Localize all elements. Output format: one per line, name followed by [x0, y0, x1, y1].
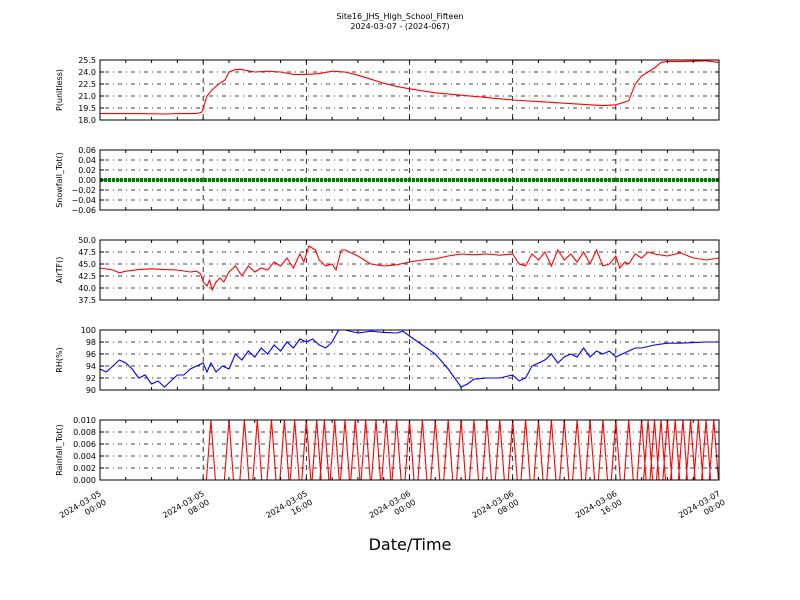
y-tick-label: 22.5 — [78, 80, 96, 89]
y-tick-label: 24.0 — [78, 68, 96, 77]
panels-group: 18.0 19.5 21.0 22.5 24.0 25.5 P(unitless) −0.06… — [55, 56, 727, 520]
chart-subtitle: 2024-03-07 - (2024-067) — [350, 22, 449, 31]
panel-2: −0.06−0.04−0.020.000.020.040.06 Snowfall_… — [55, 146, 720, 215]
chart-title: Site16_JHS_High_School_Fifteen — [337, 12, 464, 21]
panel-4: 90 92 94 96 98 100 RH(%) — [55, 326, 720, 395]
series-line — [100, 60, 720, 115]
y-tick-label: 100 — [81, 326, 96, 335]
y-tick-label: 0.06 — [78, 146, 96, 155]
y-axis-label: P(unitless) — [55, 69, 64, 111]
y-tick-label: 47.5 — [78, 248, 96, 257]
y-tick-label: 21.0 — [78, 92, 96, 101]
y-tick-label: −0.06 — [71, 206, 96, 215]
panel-1: 18.0 19.5 21.0 22.5 24.0 25.5 P(unitless) — [55, 56, 720, 125]
panel-3: 37.5 40.0 42.5 45.0 47.5 50.0 AirTF() — [55, 236, 720, 305]
y-tick-label: 19.5 — [78, 104, 96, 113]
y-tick-label: 0.008 — [73, 428, 96, 437]
panel-5: 0.000 0.002 0.004 0.006 0.008 0.010 Rainfall_T… — [55, 416, 720, 485]
y-tick-label: 92 — [86, 374, 96, 383]
y-tick-label: −0.04 — [71, 196, 96, 205]
series-line — [99, 329, 719, 388]
y-tick-label: 0.002 — [73, 464, 96, 473]
y-tick-label: 96 — [86, 350, 96, 359]
y-tick-label: 0.004 — [73, 452, 96, 461]
y-tick-label: 40.0 — [78, 284, 96, 293]
y-tick-label: 0.000 — [73, 476, 96, 485]
y-tick-label: 90 — [86, 386, 96, 395]
y-axis-label: RH(%) — [55, 347, 64, 372]
y-tick-label: 18.0 — [78, 116, 96, 125]
y-tick-label: 0.04 — [78, 156, 96, 165]
y-tick-label: −0.02 — [71, 186, 96, 195]
y-tick-label: 0.02 — [78, 166, 96, 175]
y-tick-label: 94 — [86, 362, 96, 371]
y-axis-label: Snowfall_Tot() — [55, 152, 64, 208]
y-tick-label: 98 — [86, 338, 96, 347]
y-tick-label: 50.0 — [78, 236, 96, 245]
y-tick-label: 37.5 — [78, 296, 96, 305]
y-tick-label: 0.010 — [73, 416, 96, 425]
y-axis-label: Rainfall_Tot() — [55, 424, 64, 476]
y-tick-label: 42.5 — [78, 272, 96, 281]
y-tick-label: 0.00 — [78, 176, 96, 185]
y-axis-label: AirTF() — [55, 257, 64, 284]
y-tick-label: 45.0 — [78, 260, 96, 269]
series-line — [99, 245, 720, 292]
x-axis-label: Date/Time — [369, 535, 452, 554]
y-tick-label: 25.5 — [78, 56, 96, 65]
y-tick-label: 0.006 — [73, 440, 96, 449]
